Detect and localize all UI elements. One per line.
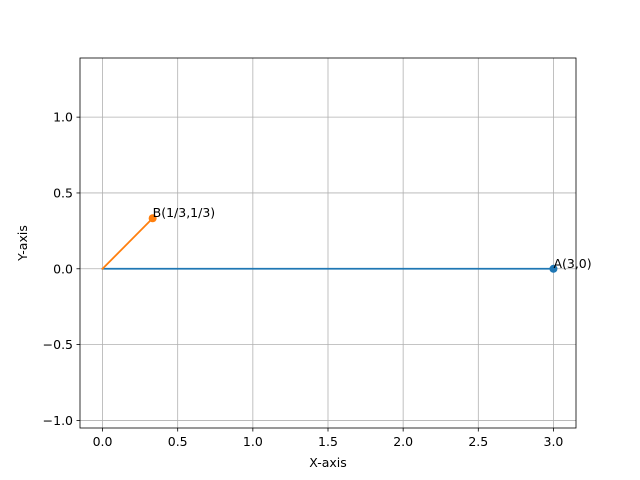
y-tick-label: 1.0: [53, 110, 73, 125]
series-end-marker-2: [148, 214, 157, 223]
y-tick-label: −1.0: [43, 413, 73, 428]
point-annotation: B(1/3,1/3): [153, 205, 216, 220]
y-tick-label: −0.5: [43, 337, 73, 352]
x-tick-label: 0.5: [168, 434, 188, 449]
x-axis-label: X-axis: [309, 455, 347, 470]
annotations-group: A(3,0) B(1/3,1/3): [153, 205, 592, 271]
axis-ticks: 0.0 0.5 1.0 1.5 2.0 2.5 3.0 −1.0 −0.5 0.0 0.5 1.0: [43, 110, 564, 449]
series-end-marker-1: [549, 264, 558, 273]
x-tick-label: 2.0: [393, 434, 413, 449]
series-line-2: [101, 216, 154, 271]
x-tick-label: 3.0: [544, 434, 564, 449]
x-tick-label: 2.5: [468, 434, 488, 449]
point-annotation: A(3,0): [553, 256, 591, 271]
x-tick-label: 1.5: [318, 434, 338, 449]
y-tick-label: 0.5: [53, 185, 73, 200]
series-group: [101, 214, 558, 273]
y-axis-label: Y-axis: [15, 225, 30, 262]
y-tick-label: 0.0: [53, 261, 73, 276]
x-tick-label: 0.0: [93, 434, 113, 449]
x-tick-label: 1.0: [243, 434, 263, 449]
grid-lines: [80, 58, 576, 428]
